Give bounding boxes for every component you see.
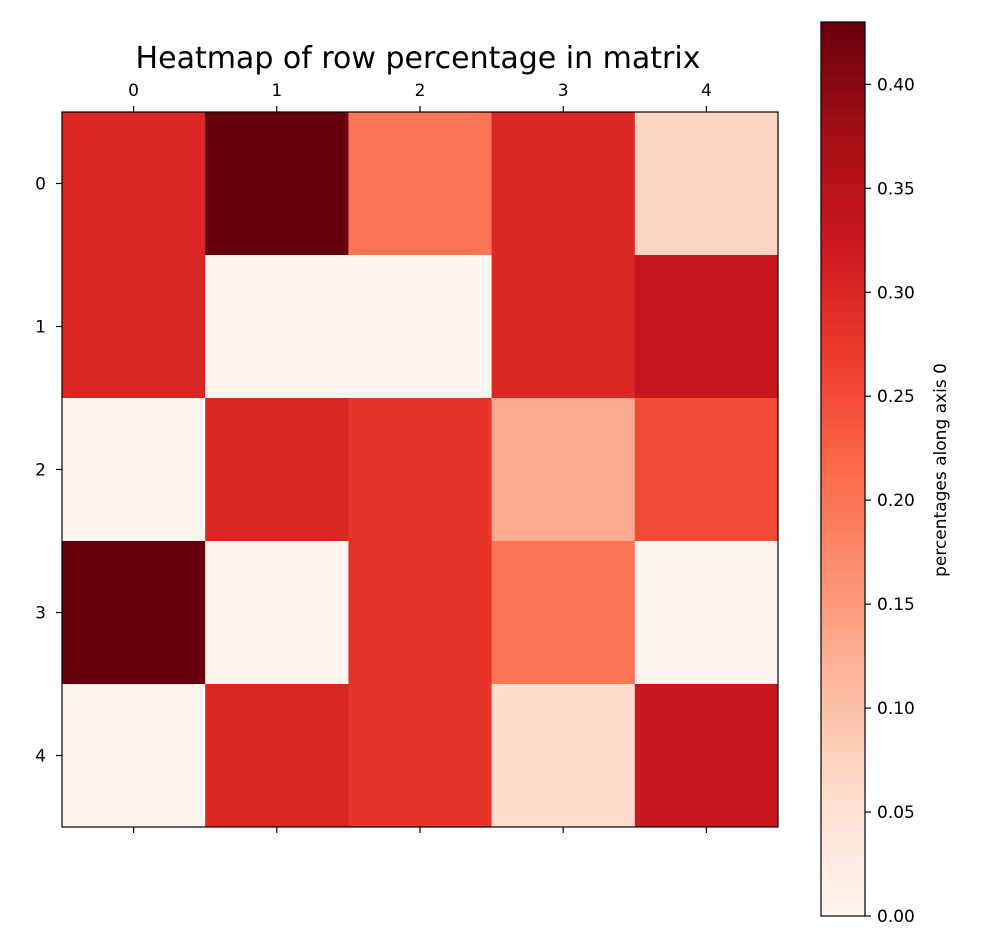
heatmap-cell-r4-c3 xyxy=(491,684,636,828)
colorbar-label: percentages along axis 0 xyxy=(931,363,951,577)
y-tick-label-2: 2 xyxy=(35,461,46,481)
x-tick-label-0: 0 xyxy=(128,81,139,101)
colorbar xyxy=(821,22,865,916)
y-tick-label-4: 4 xyxy=(35,747,46,767)
x-ticks-bottom xyxy=(133,827,708,833)
y-tick-label-0: 0 xyxy=(35,175,46,195)
heatmap-cell-r1-c0 xyxy=(62,255,206,399)
heatmap-cell-r0-c0 xyxy=(62,112,206,256)
heatmap-cell-r3-c2 xyxy=(348,541,493,685)
colorbar-tick-label-7: 0.35 xyxy=(877,179,915,199)
heatmap-cell-r3-c3 xyxy=(491,541,636,685)
heatmap-cell-r0-c4 xyxy=(634,112,779,256)
heatmap-cell-r2-c4 xyxy=(634,398,779,542)
heatmap-cell-r1-c1 xyxy=(205,255,349,399)
chart-title: Heatmap of row percentage in matrix xyxy=(136,41,701,76)
heatmap-cell-r2-c2 xyxy=(348,398,493,542)
heatmap-cell-r4-c2 xyxy=(348,684,493,828)
heatmap-cell-r1-c4 xyxy=(634,255,779,399)
heatmap-cell-r3-c1 xyxy=(205,541,349,685)
colorbar-tick-label-1: 0.05 xyxy=(877,803,915,823)
heatmap-cell-r2-c3 xyxy=(491,398,636,542)
colorbar-tick-label-2: 0.10 xyxy=(877,699,915,719)
colorbar-tick-label-8: 0.40 xyxy=(877,75,915,95)
x-tick-label-1: 1 xyxy=(271,81,282,101)
x-tick-label-3: 3 xyxy=(558,81,569,101)
y-tick-label-1: 1 xyxy=(35,318,46,338)
heatmap-cell-r1-c2 xyxy=(348,255,493,399)
x-ticks-top: 0 1 2 3 4 xyxy=(128,81,712,112)
y-tick-label-3: 3 xyxy=(35,604,46,624)
heatmap-cell-r2-c0 xyxy=(62,398,206,542)
colorbar-tick-label-6: 0.30 xyxy=(877,283,915,303)
colorbar-tick-label-3: 0.15 xyxy=(877,595,915,615)
heatmap-cell-r1-c3 xyxy=(491,255,636,399)
x-tick-label-2: 2 xyxy=(415,81,426,101)
heatmap-cell-r4-c0 xyxy=(62,684,206,828)
heatmap-cell-r4-c1 xyxy=(205,684,349,828)
colorbar-tick-label-4: 0.20 xyxy=(877,491,915,511)
y-ticks: 0 1 2 3 4 xyxy=(35,175,62,767)
heatmap-cell-r0-c1 xyxy=(205,112,349,256)
colorbar-frame xyxy=(820,21,866,917)
heatmap-cell-r0-c3 xyxy=(491,112,636,256)
heatmap-cell-r2-c1 xyxy=(205,398,349,542)
colorbar-tick-label-5: 0.25 xyxy=(877,387,915,407)
colorbar-tick-label-0: 0.00 xyxy=(877,907,915,927)
heatmap-cell-r4-c4 xyxy=(634,684,779,828)
colorbar-ticks: 0.00 0.05 0.10 0.15 0.20 0.25 0.30 0.35 0.40 xyxy=(865,75,915,927)
heatmap-cell-r0-c2 xyxy=(348,112,493,256)
x-tick-label-4: 4 xyxy=(701,81,712,101)
heatmap-cells xyxy=(62,112,779,828)
heatmap-cell-r3-c4 xyxy=(634,541,779,685)
heatmap-cell-r3-c0 xyxy=(62,541,206,685)
